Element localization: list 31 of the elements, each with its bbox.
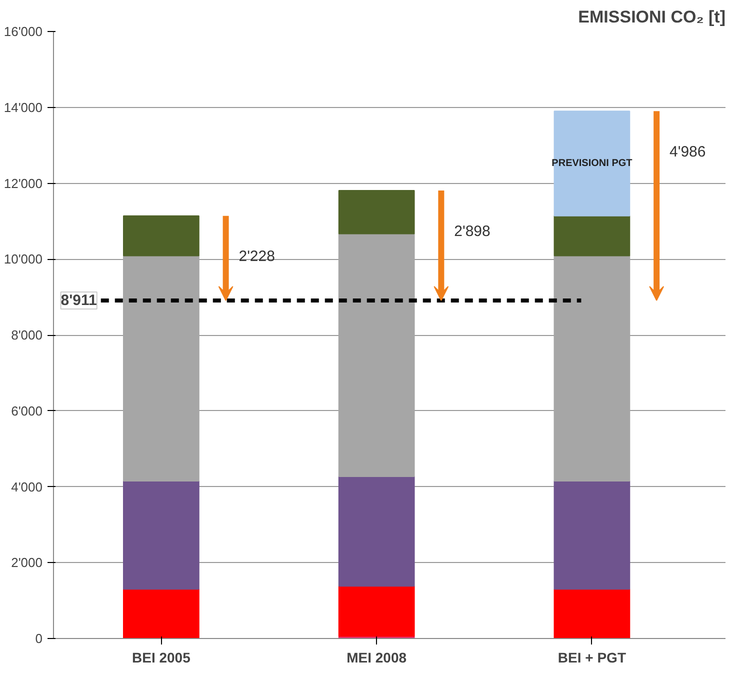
annotation: 4'986 xyxy=(670,143,706,160)
y-tick-label: 14'000 xyxy=(4,100,43,115)
bar xyxy=(554,480,630,590)
ref-line-label: 8'911 xyxy=(60,292,97,309)
y-tick-label: 4'000 xyxy=(11,479,43,494)
x-tick-label: BEI 2005 xyxy=(132,650,191,666)
bar xyxy=(123,255,200,482)
y-tick-label: 8'000 xyxy=(11,328,43,342)
bar xyxy=(338,476,415,587)
bar xyxy=(554,215,630,256)
bar xyxy=(123,588,200,638)
annotation: 2'898 xyxy=(454,222,490,240)
y-tick-label: 16'000 xyxy=(4,24,43,39)
bar xyxy=(554,588,630,638)
annotation: 2'228 xyxy=(238,248,275,266)
bar xyxy=(338,586,415,637)
y-tick-label: 6'000 xyxy=(11,403,43,418)
bar xyxy=(554,110,630,216)
bar xyxy=(338,233,415,478)
y-tick-label: 12'000 xyxy=(4,176,43,191)
x-tick-label: MEI 2008 xyxy=(346,650,407,666)
y-tick-label: 0 xyxy=(35,631,43,646)
bar xyxy=(123,480,200,590)
y-tick-label: 2'000 xyxy=(11,555,43,570)
bar xyxy=(554,255,630,482)
x-tick-label: BEI + PGT xyxy=(558,650,626,666)
series-label: PREVISIONI PGT xyxy=(552,158,632,170)
bar xyxy=(123,215,200,256)
y-tick-label: 10'000 xyxy=(4,252,43,267)
bar xyxy=(338,190,415,234)
chart-title: EMISSIONI CO₂ [t] xyxy=(578,8,726,26)
